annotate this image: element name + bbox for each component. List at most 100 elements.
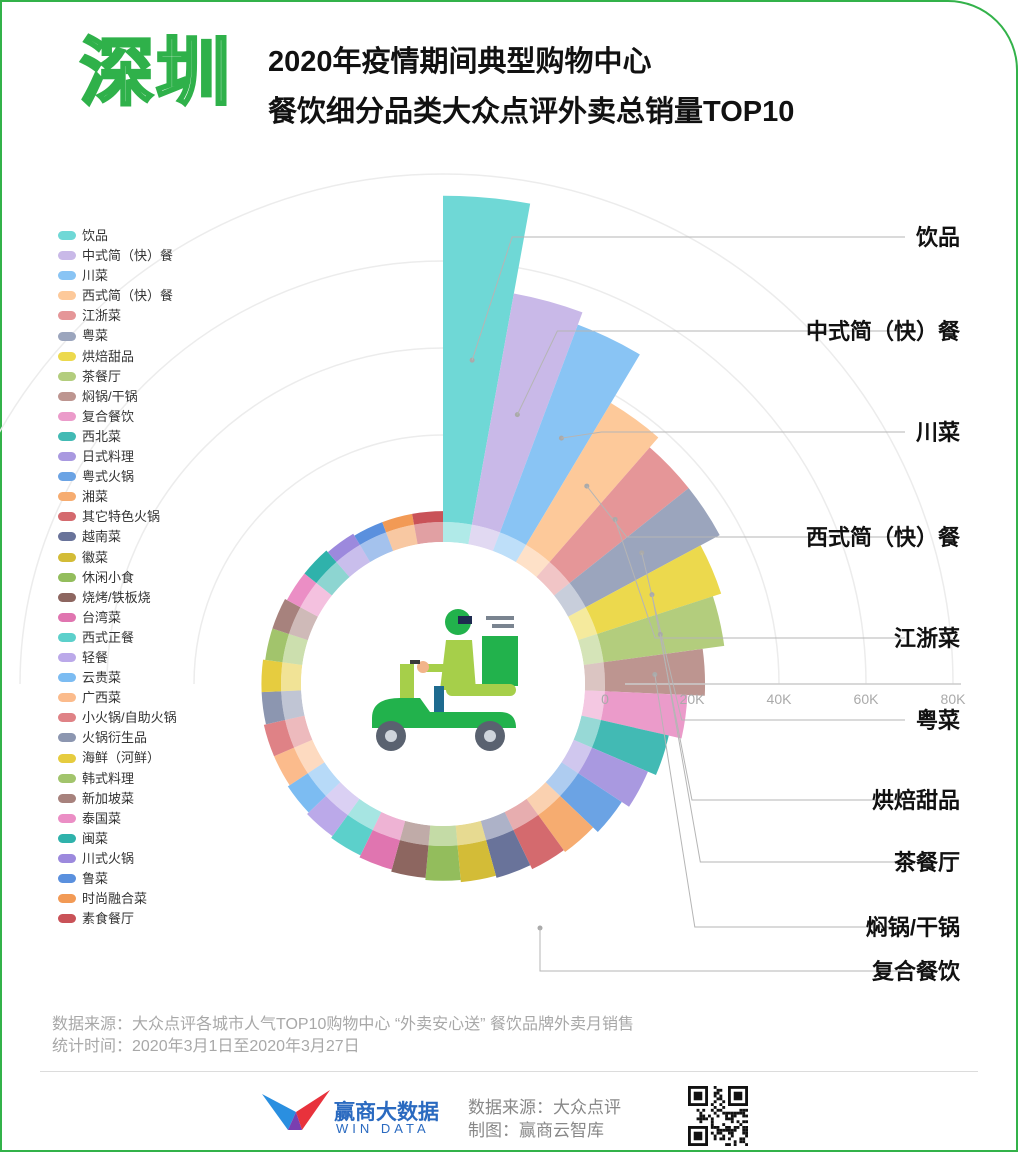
credit-source: 数据来源：大众点评	[468, 1098, 621, 1117]
legend-item: 小火锅/自助火锅	[58, 708, 177, 728]
ring-segment	[316, 562, 350, 596]
ring-segment	[443, 522, 472, 545]
legend-item: 轻餐	[58, 648, 177, 668]
qr-module	[719, 1128, 723, 1132]
legend-swatch	[58, 311, 76, 321]
legend-label: 西式正餐	[82, 629, 135, 645]
period-line: 统计时间：2020年3月1日至2020年3月27日	[52, 1038, 360, 1055]
legend-label: 小火锅/自助火锅	[82, 710, 177, 726]
qr-module	[710, 1108, 714, 1112]
legend-label: 新加坡菜	[82, 790, 135, 806]
legend-item: 越南菜	[58, 527, 177, 547]
hub-front-shape	[385, 730, 397, 742]
ring-segment	[515, 544, 550, 578]
bar-19	[391, 840, 429, 878]
footer-credit: 数据来源：大众点评 制图：赢商云智库	[468, 1096, 621, 1142]
legend-item: 西北菜	[58, 427, 177, 447]
callout-leader	[614, 519, 905, 639]
qr-module	[742, 1131, 746, 1135]
ring-segment	[399, 820, 431, 846]
qr-module	[728, 1131, 731, 1135]
legend-swatch	[58, 512, 76, 522]
legend-item: 海鲜（河鲜）	[58, 748, 177, 768]
callout-6: 粤菜	[639, 550, 960, 733]
legend-label: 海鲜（河鲜）	[82, 750, 161, 766]
qr-module	[699, 1111, 703, 1115]
bar-5	[549, 447, 689, 583]
axis-tick-label: 80K	[941, 691, 967, 707]
bar-26	[261, 691, 286, 725]
qr-module	[728, 1117, 731, 1121]
callout-8: 茶餐厅	[657, 631, 960, 875]
callout-label: 烘焙甜品	[872, 788, 960, 813]
qr-module	[742, 1108, 746, 1112]
qr-module	[745, 1131, 748, 1135]
qr-module	[730, 1134, 734, 1138]
chart-legend: 饮品 中式简（快）餐 川菜 西式简（快）餐 江浙菜 粤菜 烘焙甜品 茶餐厅 焖锅/干锅 复合餐饮西…	[58, 226, 177, 929]
qr-module	[739, 1123, 743, 1126]
qr-module	[742, 1126, 746, 1129]
qr-module	[742, 1128, 746, 1132]
bar-18	[425, 845, 461, 881]
legend-label: 烘焙甜品	[82, 348, 135, 364]
legend-item: 新加坡菜	[58, 789, 177, 809]
callout-label: 中式简（快）餐	[806, 319, 961, 344]
legend-label: 广西菜	[82, 690, 122, 706]
ring-segment	[455, 820, 487, 846]
legend-swatch	[58, 271, 76, 281]
legend-label: 休闲小食	[82, 569, 135, 585]
bar-14	[538, 795, 594, 853]
qr-module	[742, 1111, 746, 1115]
qr-module	[719, 1088, 723, 1092]
legend-item: 徽菜	[58, 548, 177, 568]
bar-4	[526, 403, 659, 563]
legend-label: 复合餐饮	[82, 408, 135, 424]
legend-label: 粤式火锅	[82, 469, 135, 485]
qr-module	[722, 1111, 726, 1115]
qr-module	[710, 1126, 714, 1129]
qr-module	[699, 1114, 703, 1118]
legend-label: 日式料理	[82, 449, 135, 465]
bar-17	[457, 840, 496, 883]
legend-item: 广西菜	[58, 688, 177, 708]
qr-module	[730, 1128, 734, 1132]
qr-module	[713, 1111, 717, 1115]
legend-item: 烧烤/铁板烧	[58, 588, 177, 608]
callout-label: 西式简（快）餐	[806, 525, 961, 550]
qr-module	[710, 1123, 714, 1126]
legend-swatch	[58, 673, 76, 683]
legend-swatch	[58, 432, 76, 441]
qr-module	[713, 1094, 717, 1098]
legend-label: 其它特色火锅	[82, 509, 161, 525]
qr-module	[710, 1103, 714, 1106]
legend-label: 饮品	[82, 228, 109, 243]
legend-item: 饮品	[58, 226, 177, 246]
bar-31	[304, 550, 337, 583]
data-source-note: 数据来源：大众点评各城市人气TOP10购物中心 “外卖安心送” 餐饮品牌外卖月销…	[52, 1014, 634, 1058]
qr-module	[719, 1108, 723, 1112]
ring-segment	[281, 690, 305, 721]
legend-swatch	[58, 833, 76, 843]
legend-item: 时尚融合菜	[58, 889, 177, 909]
bar-7	[585, 545, 722, 634]
ring-segment	[568, 607, 598, 641]
rider-leg-shape	[434, 686, 444, 712]
ring-segment	[573, 715, 601, 748]
bar-23	[287, 773, 326, 813]
footer-divider	[40, 1071, 978, 1072]
legend-swatch	[58, 411, 76, 421]
legend-swatch	[58, 914, 76, 924]
legend-label: 中式简（快）餐	[82, 248, 174, 264]
legend-swatch	[58, 793, 76, 803]
callout-leader	[659, 634, 905, 863]
qr-module	[722, 1100, 726, 1104]
qr-module	[719, 1097, 723, 1101]
qr-module	[702, 1108, 706, 1112]
qr-module	[713, 1137, 717, 1141]
bar-33	[354, 522, 387, 545]
qr-module	[702, 1114, 706, 1118]
legend-swatch	[58, 452, 76, 462]
legend-item: 江浙菜	[58, 306, 177, 326]
qr-module	[713, 1126, 717, 1129]
